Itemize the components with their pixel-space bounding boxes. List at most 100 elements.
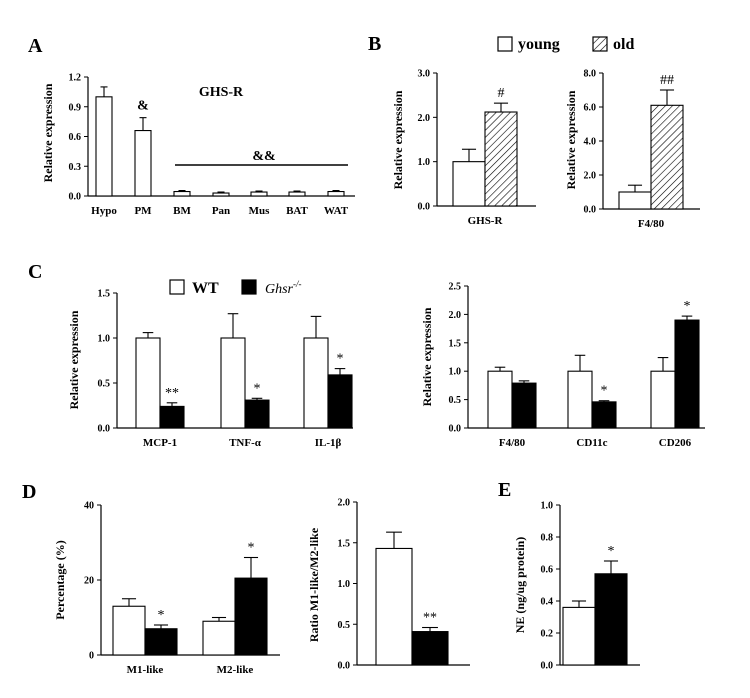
x-tick-label: BM (173, 205, 191, 217)
bar (303, 337, 329, 429)
y-tick-label: 1.5 (98, 289, 111, 300)
y-tick-label: 2.0 (584, 171, 597, 182)
significance-mark: ## (660, 73, 674, 88)
x-tick-label: MCP-1 (143, 437, 177, 449)
bar (562, 606, 596, 666)
y-tick-label: 0.9 (69, 102, 82, 113)
bar (375, 547, 413, 666)
bar (487, 370, 513, 429)
y-tick-label: 0.4 (541, 597, 554, 608)
bar (327, 190, 345, 197)
significance-mark: * (684, 299, 691, 314)
y-tick-label: 1.5 (338, 538, 351, 549)
significance-mark: * (337, 352, 344, 367)
bar (212, 192, 230, 197)
y-tick-label: 0.8 (541, 533, 554, 544)
bar (112, 605, 146, 656)
y-tick-label: 0.5 (449, 395, 462, 406)
x-tick-label: M1-like (127, 664, 164, 676)
chart-a-0: 0.0 0.3 0.6 0.9 1.2 Relative expression Hypo PM… (41, 73, 355, 217)
x-tick-label: M2-like (217, 664, 254, 676)
bar (173, 190, 191, 197)
bar (594, 573, 628, 666)
chart-c-4: 0.0 0.5 1.0 1.5 2.0 2.5 Relative expression F4/… (420, 282, 705, 449)
y-tick-label: 0.3 (69, 162, 82, 173)
y-tick-label: 2.0 (418, 113, 431, 124)
legend-young-swatch (497, 36, 513, 52)
legend-wt-label: WT (192, 280, 219, 297)
x-tick-label: IL-1β (315, 437, 342, 449)
significance-mark: * (608, 544, 615, 559)
bar (144, 628, 178, 656)
panel-label-e: E (498, 479, 511, 501)
y-tick-label: 0.0 (418, 202, 431, 213)
significance-mark: # (498, 86, 505, 101)
y-axis-label: Relative expression (41, 83, 55, 182)
y-tick-label: 0.6 (69, 132, 82, 143)
bar (244, 399, 270, 429)
chart-b-2: 0.0 2.0 4.0 6.0 8.0 Relative expression F4/80 #… (564, 69, 700, 230)
bar (452, 161, 486, 207)
bar (234, 577, 268, 656)
chart-e-7: 0.0 0.2 0.4 0.6 0.8 1.0 NE (ng/ug protein) * (513, 501, 640, 672)
x-tick-label: GHS-R (468, 215, 504, 227)
y-tick-label: 0.5 (98, 379, 111, 390)
bar (591, 401, 617, 429)
bar (411, 631, 449, 666)
y-axis-label: Percentage (%) (53, 540, 67, 619)
y-tick-label: 8.0 (584, 69, 597, 80)
panel-label-d: D (22, 481, 36, 503)
bar (202, 620, 236, 656)
y-tick-label: 0.0 (584, 205, 597, 216)
y-axis-label: Relative expression (391, 90, 405, 189)
bar (288, 191, 306, 197)
legend-young-label: young (518, 36, 560, 53)
panel-label-b: B (368, 33, 381, 55)
x-tick-label: CD206 (659, 437, 692, 449)
y-tick-label: 40 (84, 501, 94, 512)
significance-mark: * (254, 381, 261, 396)
bar (95, 96, 113, 197)
significance-mark: * (248, 541, 255, 556)
chart-d-5: 0 20 40 Percentage (%) M1-like * M2-like * (53, 501, 280, 676)
y-tick-label: 0 (89, 651, 94, 662)
x-tick-label: CD11c (576, 437, 607, 449)
bar (650, 104, 684, 210)
x-tick-label: F4/80 (499, 437, 526, 449)
y-axis-label: Relative expression (420, 307, 434, 406)
bar (618, 191, 652, 210)
bar (511, 382, 537, 429)
legend-b: young old (497, 36, 634, 53)
legend-old-label: old (613, 36, 634, 53)
x-tick-label: BAT (286, 205, 308, 217)
legend-c: WT Ghsr-/- (169, 279, 302, 297)
legend-ko-swatch (241, 279, 257, 295)
y-tick-label: 1.0 (541, 501, 554, 512)
y-axis-label: NE (ng/ug protein) (513, 537, 527, 633)
bar (674, 319, 700, 429)
significance-mark: * (601, 384, 608, 399)
y-tick-label: 2.0 (338, 498, 351, 509)
chart-title: GHS-R (199, 85, 244, 100)
legend-wt-swatch (169, 279, 185, 295)
y-tick-label: 1.5 (449, 338, 462, 349)
x-tick-label: F4/80 (638, 218, 665, 230)
y-tick-label: 0.0 (338, 661, 351, 672)
bar (250, 191, 268, 197)
panel-label-c: C (28, 261, 42, 283)
y-tick-label: 1.0 (98, 334, 111, 345)
y-tick-label: 0.0 (541, 661, 554, 672)
significance-mark: ** (423, 611, 437, 626)
legend-ko-label: Ghsr-/- (265, 279, 302, 297)
y-tick-label: 0.0 (449, 424, 462, 435)
bar (134, 130, 152, 197)
x-tick-label: WAT (324, 205, 349, 217)
chart-b-1: 0.0 1.0 2.0 3.0 Relative expression GHS-R # (391, 69, 536, 227)
bar (567, 370, 593, 429)
y-tick-label: 3.0 (418, 69, 431, 80)
bar (327, 374, 353, 429)
significance-mark: * (158, 608, 165, 623)
